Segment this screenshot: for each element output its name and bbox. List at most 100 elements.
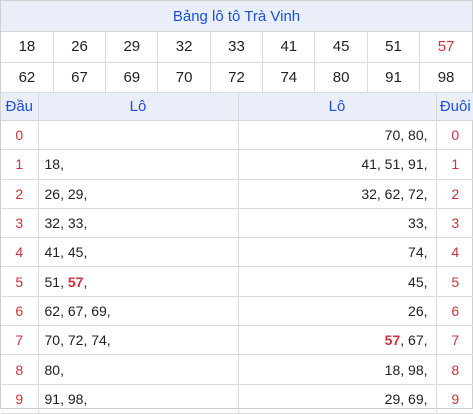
number-cell: 45 xyxy=(314,32,368,63)
lo-number: 80 xyxy=(44,361,61,378)
table-row: 7 70, 72, 74, 57, 67, 7 xyxy=(1,325,473,356)
board-title: Bảng lô tô Trà Vinh xyxy=(1,1,472,32)
dau-digit: 3 xyxy=(1,208,39,239)
lo-left-cell: 18, xyxy=(38,149,239,180)
number-cell: 26 xyxy=(53,32,107,63)
table-row: 8 80, 18, 98, 8 xyxy=(1,354,473,385)
lo-number: 74 xyxy=(91,332,107,349)
number-cell: 69 xyxy=(105,62,159,93)
lo-number: 18 xyxy=(384,361,401,378)
lo-number: 69 xyxy=(408,390,424,407)
table-row: 6 62, 67, 69, 26, 6 xyxy=(1,296,473,327)
lo-number: 45 xyxy=(67,244,84,261)
number-cell: 62 xyxy=(1,62,54,93)
lo-number: 98 xyxy=(67,390,84,407)
head-tail-header: Đầu Lô Lô Đuôi xyxy=(1,92,473,121)
number-cell: 41 xyxy=(262,32,316,63)
lo-number: 70 xyxy=(44,332,61,349)
lo-number: 41 xyxy=(44,244,61,261)
duoi-digit: 4 xyxy=(436,237,473,268)
lo-left-cell: 51, 57, xyxy=(38,266,239,297)
number-cell: 72 xyxy=(210,62,264,93)
lo-number: 33 xyxy=(408,215,424,232)
number-cell: 29 xyxy=(105,32,159,63)
lo-number: 33 xyxy=(67,215,84,232)
duoi-digit: 7 xyxy=(436,325,473,356)
lo-number: 67 xyxy=(408,332,424,349)
lo-left-cell: 62, 67, 69, xyxy=(38,296,239,327)
table-row: 9 91, 98, 29, 69, 9 xyxy=(1,384,473,414)
lo-number: 72 xyxy=(408,185,424,202)
table-row: 4 41, 45, 74, 4 xyxy=(1,237,473,268)
lo-number: 29 xyxy=(384,390,401,407)
lo-number: 26 xyxy=(408,302,424,319)
numbers-table: 18 26 29 32 33 41 45 51 57 62 67 69 70 72 74 80 91 98 xyxy=(1,32,472,93)
lo-number: 57 xyxy=(67,273,84,290)
lo-number: 98 xyxy=(408,361,424,378)
duoi-digit: 6 xyxy=(436,296,473,327)
lo-number: 62 xyxy=(384,185,401,202)
lo-right-cell: 74, xyxy=(238,237,437,268)
dau-digit: 7 xyxy=(1,325,39,356)
dau-digit: 9 xyxy=(1,384,39,414)
lo-left-cell: 41, 45, xyxy=(38,237,239,268)
lo-left-cell: 91, 98, xyxy=(38,384,239,414)
number-cell: 98 xyxy=(419,62,472,93)
lo-left-cell: 70, 72, 74, xyxy=(38,325,239,356)
lo-right-cell: 26, xyxy=(238,296,437,327)
table-row: 0 70, 80, 0 xyxy=(1,120,473,151)
lo-number: 26 xyxy=(44,185,61,202)
lo-number: 45 xyxy=(408,273,424,290)
lo-number: 18 xyxy=(44,156,61,173)
lo-right-cell: 29, 69, xyxy=(238,384,437,414)
dau-digit: 1 xyxy=(1,149,39,180)
lo-number: 62 xyxy=(44,302,61,319)
duoi-digit: 9 xyxy=(436,384,473,414)
numbers-row-1: 18 26 29 32 33 41 45 51 57 xyxy=(1,32,472,63)
lo-right-cell: 41, 51, 91, xyxy=(238,149,437,180)
number-cell: 57 xyxy=(419,32,472,63)
lo-left-cell xyxy=(38,120,239,151)
lo-number: 41 xyxy=(361,156,377,173)
dau-digit: 0 xyxy=(1,120,39,151)
lo-number: 70 xyxy=(384,127,401,144)
dau-digit: 6 xyxy=(1,296,39,327)
header-dau: Đầu xyxy=(1,92,39,121)
duoi-digit: 2 xyxy=(436,179,473,209)
duoi-digit: 0 xyxy=(436,120,473,151)
lo-right-cell: 33, xyxy=(238,208,437,239)
duoi-digit: 1 xyxy=(436,149,473,180)
lo-number: 29 xyxy=(67,185,84,202)
number-cell: 67 xyxy=(53,62,107,93)
numbers-row-2: 62 67 69 70 72 74 80 91 98 xyxy=(1,62,472,93)
number-cell: 51 xyxy=(367,32,421,63)
head-tail-table: Đầu Lô Lô Đuôi 0 70, 80, 0 1 18, 41, 51, 91… xyxy=(1,92,473,414)
lo-right-cell: 32, 62, 72, xyxy=(238,179,437,209)
number-cell: 80 xyxy=(314,62,368,93)
lo-left-cell: 32, 33, xyxy=(38,208,239,239)
dau-digit: 5 xyxy=(1,266,39,297)
number-cell: 74 xyxy=(262,62,316,93)
lo-number: 32 xyxy=(361,185,377,202)
lo-number: 51 xyxy=(44,273,61,290)
table-row: 3 32, 33, 33, 3 xyxy=(1,208,473,239)
number-cell: 32 xyxy=(157,32,211,63)
lo-right-cell: 18, 98, xyxy=(238,354,437,385)
lo-right-cell: 57, 67, xyxy=(238,325,437,356)
lo-number: 91 xyxy=(44,390,61,407)
number-cell: 18 xyxy=(1,32,54,63)
header-duoi: Đuôi xyxy=(436,92,473,121)
lo-number: 51 xyxy=(384,156,401,173)
duoi-digit: 3 xyxy=(436,208,473,239)
duoi-digit: 5 xyxy=(436,266,473,297)
table-row: 1 18, 41, 51, 91, 1 xyxy=(1,149,473,180)
lo-number: 69 xyxy=(91,302,107,319)
lo-number: 72 xyxy=(67,332,84,349)
header-lo-right: Lô xyxy=(238,92,437,121)
table-row: 5 51, 57, 45, 5 xyxy=(1,266,473,297)
number-cell: 70 xyxy=(157,62,211,93)
lo-right-cell: 70, 80, xyxy=(238,120,437,151)
lo-number: 74 xyxy=(408,244,424,261)
dau-digit: 2 xyxy=(1,179,39,209)
